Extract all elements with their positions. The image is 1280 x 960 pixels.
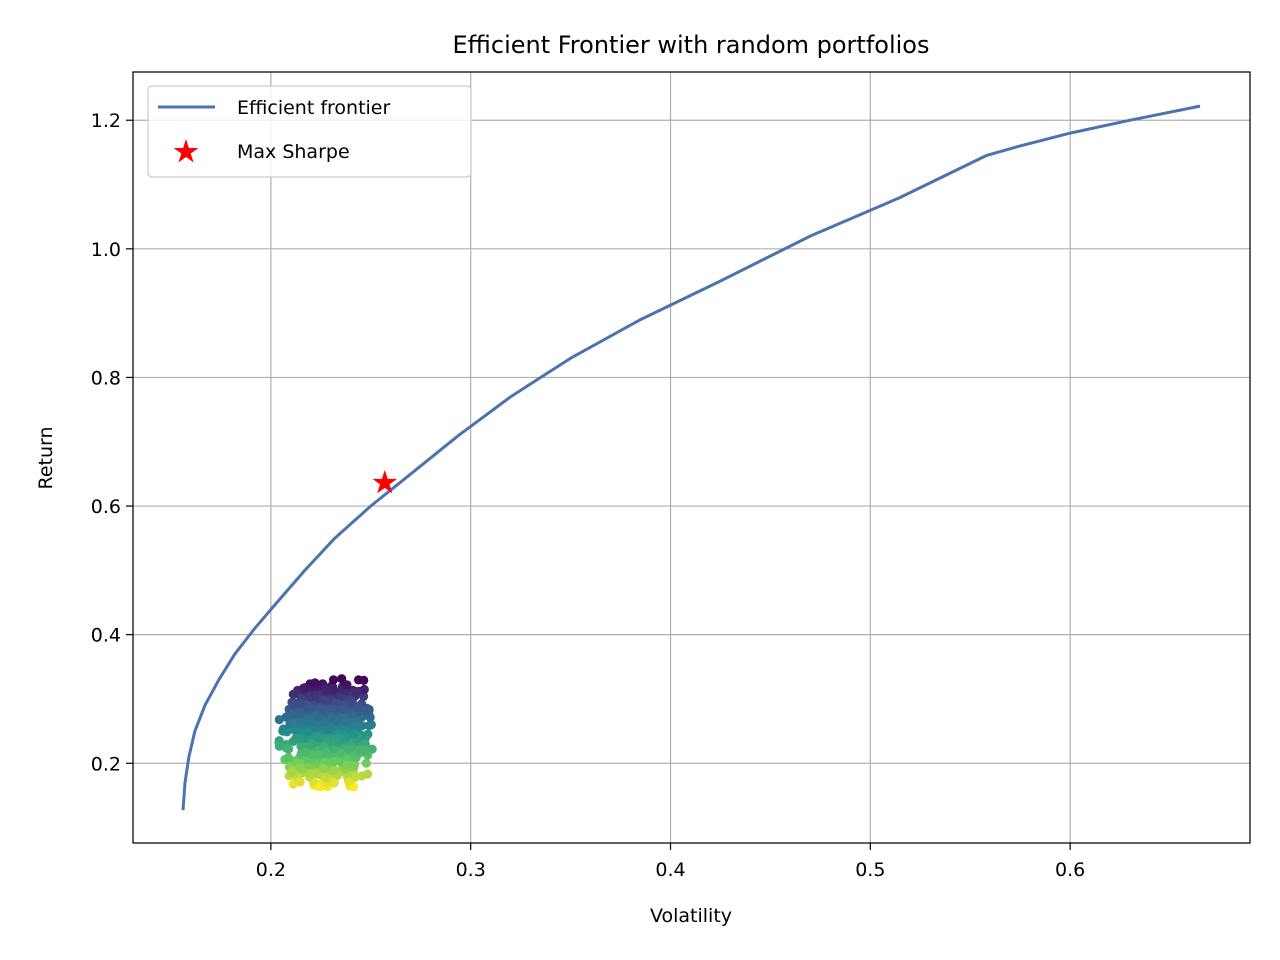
portfolio-point — [284, 744, 294, 754]
y-tick-label: 0.8 — [91, 367, 121, 389]
y-tick-label: 1.0 — [91, 239, 121, 261]
y-axis-label: Return — [35, 426, 57, 489]
y-tick-label: 1.2 — [91, 110, 121, 132]
portfolio-point — [285, 719, 295, 729]
portfolio-point — [328, 675, 339, 685]
x-tick-label: 0.3 — [456, 859, 486, 881]
portfolio-point — [342, 680, 352, 690]
portfolio-point — [321, 772, 331, 782]
legend-max-sharpe-label: Max Sharpe — [237, 141, 350, 163]
portfolio-point — [363, 769, 373, 779]
portfolio-point — [350, 772, 361, 782]
portfolio-point — [295, 763, 306, 773]
portfolio-point — [359, 684, 369, 695]
portfolio-point — [340, 716, 350, 726]
portfolio-point — [330, 737, 341, 747]
y-tick-label: 0.6 — [91, 496, 121, 518]
portfolio-point — [320, 695, 330, 705]
portfolio-point — [278, 724, 288, 734]
portfolio-point — [362, 746, 372, 756]
portfolio-point — [329, 756, 339, 766]
portfolio-point — [288, 779, 298, 789]
portfolio-point — [301, 683, 311, 693]
portfolio-point — [274, 741, 284, 751]
y-axis-ticks: 0.2 0.4 0.6 0.8 1.0 1.2 — [91, 110, 133, 775]
x-axis-ticks: 0.2 0.3 0.4 0.5 0.6 — [256, 843, 1085, 881]
efficient-frontier-line — [181, 104, 1201, 811]
legend-box — [147, 85, 472, 178]
portfolio-point — [336, 748, 346, 759]
portfolio-point — [344, 777, 354, 787]
portfolio-point — [283, 753, 293, 763]
portfolio-point — [351, 722, 361, 732]
portfolio-point — [326, 713, 337, 723]
portfolio-point — [354, 745, 364, 756]
x-axis-label: Volatility — [650, 905, 732, 927]
grid-lines — [133, 72, 1250, 843]
portfolio-point — [361, 758, 371, 768]
x-tick-label: 0.5 — [855, 859, 885, 881]
portfolio-point — [306, 769, 316, 779]
portfolio-point — [295, 777, 305, 787]
portfolio-point — [303, 727, 313, 737]
portfolio-point — [351, 688, 362, 698]
portfolio-point — [293, 708, 303, 718]
portfolio-point — [288, 689, 298, 699]
random-portfolios-scatter — [274, 674, 377, 792]
max-sharpe-marker — [372, 469, 398, 494]
portfolio-point — [321, 747, 331, 757]
portfolio-point — [294, 733, 304, 743]
portfolio-point — [347, 709, 357, 719]
portfolio-point — [296, 741, 306, 751]
portfolio-point — [347, 697, 357, 708]
portfolio-point — [310, 678, 320, 688]
portfolio-point — [313, 750, 324, 761]
portfolio-point — [313, 711, 323, 721]
portfolio-point — [299, 719, 310, 729]
portfolio-point — [359, 691, 369, 702]
portfolio-point — [338, 704, 348, 714]
plot-frame — [132, 71, 1251, 844]
portfolio-point — [339, 734, 349, 744]
portfolio-point — [287, 768, 297, 778]
portfolio-point — [359, 675, 369, 686]
portfolio-point — [337, 674, 347, 684]
portfolio-point — [274, 715, 284, 725]
portfolio-point — [301, 747, 312, 758]
x-tick-label: 0.6 — [1055, 859, 1085, 881]
portfolio-point — [306, 704, 316, 714]
portfolio-point — [349, 729, 359, 739]
portfolio-point — [318, 764, 328, 774]
legend: Efficient frontier Max Sharpe — [147, 85, 472, 178]
portfolio-point — [309, 690, 319, 700]
portfolio-point — [344, 744, 354, 754]
legend-max-sharpe-swatch — [173, 139, 199, 163]
portfolio-point — [294, 698, 304, 709]
portfolio-point — [329, 765, 339, 775]
chart-title: Efficient Frontier with random portfolio… — [453, 31, 930, 59]
legend-frontier-label: Efficient frontier — [237, 97, 390, 119]
portfolio-point — [321, 685, 331, 695]
portfolio-point — [341, 760, 351, 770]
portfolio-point — [366, 720, 376, 730]
portfolio-point — [329, 778, 339, 788]
y-tick-label: 0.2 — [91, 753, 121, 775]
x-tick-label: 0.2 — [256, 859, 286, 881]
portfolio-point — [349, 760, 359, 770]
portfolio-point — [313, 733, 324, 743]
y-tick-label: 0.4 — [91, 625, 121, 647]
x-tick-label: 0.4 — [655, 859, 685, 881]
